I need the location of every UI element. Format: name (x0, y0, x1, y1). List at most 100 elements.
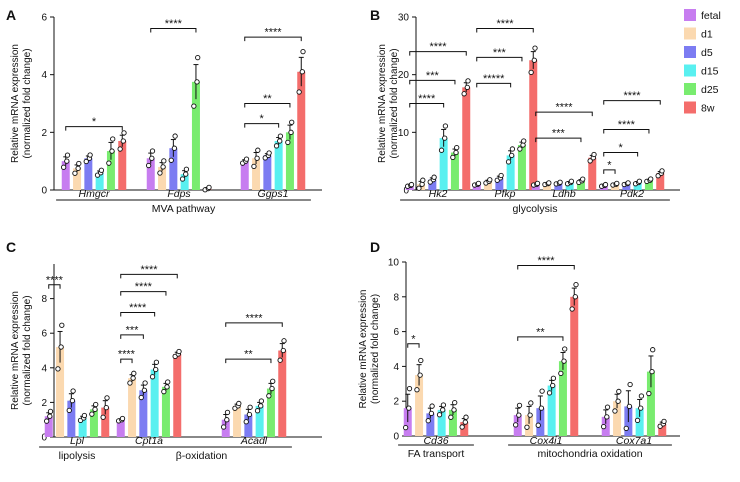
y-tick-label: 8 (41, 294, 47, 305)
data-point (465, 78, 471, 84)
significance-label: **** (245, 312, 263, 324)
bar (558, 361, 567, 436)
data-point (157, 170, 163, 176)
data-point (76, 160, 82, 167)
significance-bracket (225, 322, 283, 327)
bar (517, 145, 526, 190)
bar (67, 400, 76, 437)
data-point (604, 414, 610, 420)
y-axis-label: Relative mRNA expression (10, 44, 21, 163)
data-point (224, 409, 231, 416)
data-point (281, 338, 287, 344)
bar (191, 81, 200, 190)
bar (240, 161, 249, 190)
data-point (459, 424, 465, 430)
y-axis-label: Relative mRNA expression (10, 291, 21, 410)
data-point (406, 386, 413, 392)
data-point (92, 406, 98, 412)
data-point (429, 403, 435, 409)
data-point (528, 400, 534, 406)
data-point (195, 55, 201, 61)
data-point (616, 388, 622, 395)
data-point (243, 156, 250, 162)
bar (547, 385, 556, 436)
bar (462, 87, 471, 190)
significance-bracket (120, 273, 178, 279)
legend-label: d5 (701, 47, 713, 59)
bar (576, 180, 585, 190)
data-point (440, 407, 446, 413)
bar (439, 138, 448, 190)
data-point (160, 164, 166, 170)
data-point (296, 89, 302, 95)
panel-letter: B (370, 7, 380, 23)
data-point (442, 123, 449, 129)
data-point (89, 411, 95, 417)
significance-bracket (65, 126, 123, 131)
y-tick-label: 4 (393, 362, 399, 373)
bar (297, 71, 306, 190)
data-point (258, 398, 265, 404)
data-point (531, 57, 537, 63)
data-point (463, 414, 469, 420)
significance-label: *** (552, 128, 566, 140)
bar (84, 158, 93, 190)
data-point (93, 401, 99, 408)
legend-label: d15 (701, 66, 719, 78)
data-point (266, 150, 272, 156)
data-point (539, 388, 545, 394)
gene-label: Hk2 (429, 188, 448, 200)
data-point (55, 366, 61, 372)
bar (61, 161, 70, 190)
significance-label: **** (618, 119, 636, 131)
data-point (516, 402, 523, 409)
data-point (299, 69, 305, 75)
data-point (505, 159, 512, 165)
data-point (638, 393, 645, 399)
data-point (194, 79, 200, 85)
significance-bracket (48, 284, 61, 289)
data-point (179, 176, 186, 182)
data-point (418, 357, 424, 364)
data-point (172, 133, 178, 139)
significance-label: **** (429, 41, 447, 53)
bar (506, 155, 515, 190)
y-tick-label: 20 (398, 70, 410, 81)
panel-B: B Relative mRNA expression (normalized fol… (370, 7, 680, 215)
bar (128, 378, 137, 437)
bar (529, 60, 538, 190)
data-point (648, 176, 654, 182)
bar (255, 405, 264, 437)
significance-bracket (120, 311, 156, 317)
y-axis-label: Relative mRNA expression (358, 290, 369, 409)
data-point (440, 402, 447, 408)
legend: fetal d1 d5 d15 d25 8w (684, 9, 721, 115)
y-tick-label: 2 (393, 397, 399, 408)
bar (646, 371, 655, 436)
data-point (498, 172, 504, 179)
data-point (164, 384, 170, 390)
data-point (464, 84, 470, 91)
bar (263, 155, 272, 190)
data-point (516, 412, 522, 418)
data-point (106, 160, 112, 166)
y-tick-label: 6 (393, 327, 399, 338)
group-label: lipolysis (59, 450, 96, 462)
data-point (546, 180, 552, 186)
significance-bracket (120, 358, 133, 364)
data-point (75, 165, 81, 172)
significance-bracket (409, 51, 467, 56)
data-point (58, 344, 64, 350)
data-point (634, 417, 641, 423)
y-tick-label: 0 (393, 432, 399, 443)
bar (588, 157, 597, 190)
bar (611, 184, 620, 190)
data-point (254, 155, 260, 161)
significance-bracket (407, 343, 420, 348)
data-point (165, 379, 171, 385)
data-point (487, 177, 493, 183)
legend-swatch (684, 83, 696, 95)
significance-label: ** (244, 349, 253, 361)
bar (139, 390, 148, 437)
significance-bracket (409, 79, 456, 85)
